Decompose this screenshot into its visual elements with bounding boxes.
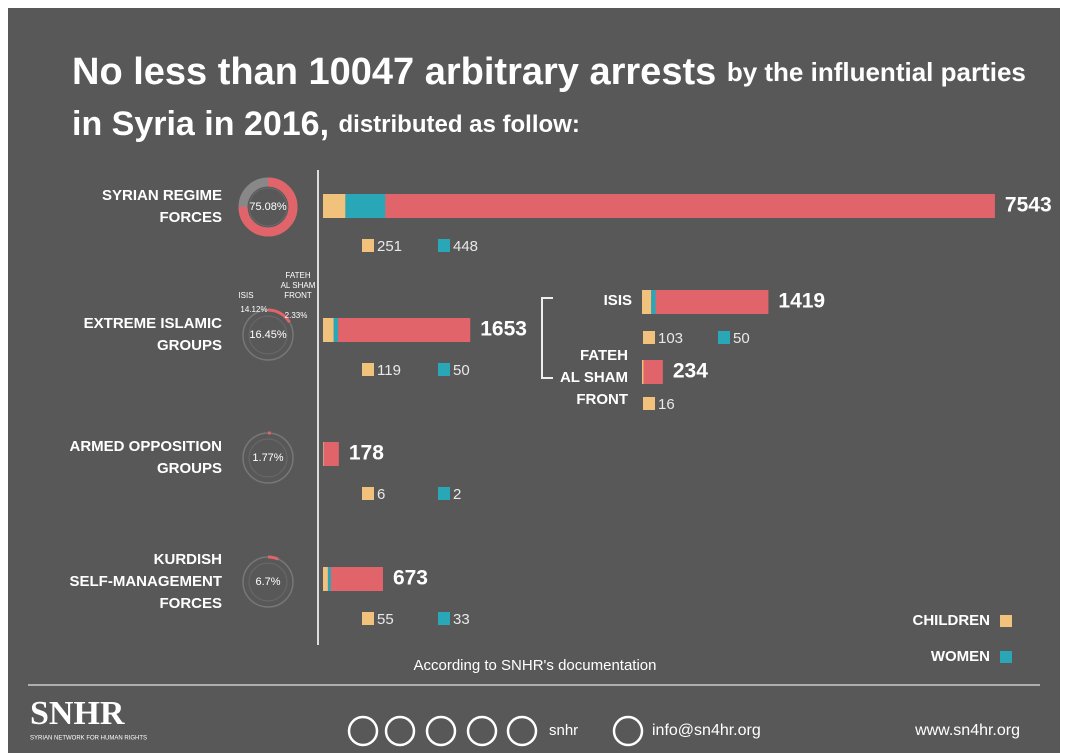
title-bold: in Syria in 2016, bbox=[72, 105, 329, 143]
children-swatch bbox=[643, 397, 655, 410]
bar-children bbox=[323, 442, 324, 466]
legend-swatch bbox=[1000, 651, 1012, 663]
women-swatch bbox=[718, 331, 730, 344]
legend-label: WOMEN bbox=[931, 648, 990, 665]
group-name: FORCES bbox=[159, 209, 222, 226]
children-swatch bbox=[362, 487, 374, 500]
donut-arc bbox=[241, 555, 295, 609]
total-label: 178 bbox=[349, 442, 384, 465]
women-label: 50 bbox=[453, 362, 470, 379]
women-swatch bbox=[438, 239, 450, 252]
total-label: 1653 bbox=[480, 318, 527, 341]
women-label: 448 bbox=[453, 238, 478, 255]
group-name: KURDISH bbox=[154, 551, 222, 568]
group-name: GROUPS bbox=[157, 337, 222, 354]
women-swatch bbox=[438, 363, 450, 376]
total-label: 1419 bbox=[778, 290, 825, 313]
bar-children bbox=[323, 194, 346, 218]
logo-sub: SYRIAN NETWORK FOR HUMAN RIGHTS bbox=[30, 736, 147, 742]
children-swatch bbox=[643, 331, 655, 344]
donut-inner bbox=[248, 438, 288, 478]
title-bold: No less than 10047 arbitrary arrests bbox=[72, 51, 716, 93]
children-label: 103 bbox=[658, 330, 683, 347]
donut-arc bbox=[241, 308, 295, 362]
subgroup-name: FATEH bbox=[580, 347, 628, 364]
sub-name: ISIS bbox=[238, 291, 253, 300]
subgroup-name: FRONT bbox=[576, 391, 628, 408]
sub-name: AL SHAM bbox=[281, 281, 316, 290]
children-label: 119 bbox=[377, 362, 401, 379]
logo: SNHR bbox=[30, 695, 125, 732]
group-name: EXTREME ISLAMIC bbox=[84, 315, 223, 332]
legend-label: CHILDREN bbox=[913, 612, 991, 629]
group-name: FORCES bbox=[159, 595, 222, 612]
email: info@sn4hr.org bbox=[652, 722, 761, 739]
group-name: ARMED OPPOSITION bbox=[69, 438, 222, 455]
bar-women bbox=[345, 194, 386, 218]
bar-total bbox=[323, 442, 339, 466]
donut-arc bbox=[241, 431, 295, 485]
bar-total bbox=[642, 360, 663, 384]
title-line2: in Syria in 2016, distributed as follow: bbox=[72, 105, 580, 143]
sub-share-label: 2.33% bbox=[285, 311, 308, 320]
bar-children bbox=[323, 318, 334, 342]
donut-label: 16.45% bbox=[249, 329, 287, 341]
children-label: 251 bbox=[377, 238, 402, 255]
social-icons bbox=[347, 715, 644, 747]
bar-total bbox=[642, 290, 769, 314]
children-swatch bbox=[362, 612, 374, 625]
donut-arc bbox=[238, 177, 298, 237]
source: According to SNHR's documentation bbox=[414, 657, 657, 674]
bar-women bbox=[651, 290, 656, 314]
subgroup-name: AL SHAM bbox=[560, 369, 628, 386]
women-label: 2 bbox=[453, 486, 461, 503]
group-name: SYRIAN REGIME bbox=[102, 187, 222, 204]
bar-children bbox=[323, 567, 328, 591]
total-label: 234 bbox=[673, 360, 708, 383]
total-label: 673 bbox=[393, 567, 428, 590]
donut-inner bbox=[248, 187, 288, 227]
sub-name: FRONT bbox=[284, 291, 312, 300]
title-rest: distributed as follow: bbox=[338, 111, 579, 138]
donut-label: 6.7% bbox=[255, 576, 280, 588]
donut-label: 1.77% bbox=[252, 452, 283, 464]
sub-share-label: 14.12% bbox=[240, 305, 267, 314]
bar-total bbox=[323, 194, 995, 218]
children-label: 55 bbox=[377, 611, 394, 628]
women-swatch bbox=[438, 612, 450, 625]
group-name: SELF-MANAGEMENT bbox=[70, 573, 223, 590]
bracket bbox=[541, 297, 553, 379]
group-name: GROUPS bbox=[157, 460, 222, 477]
legend-swatch bbox=[1000, 615, 1012, 627]
bar-women bbox=[327, 567, 331, 591]
total-label: 7543 bbox=[1005, 194, 1052, 217]
bar-children bbox=[642, 360, 644, 384]
children-label: 16 bbox=[658, 396, 675, 413]
bar-women bbox=[333, 318, 339, 342]
donut-inner bbox=[248, 315, 288, 355]
sub-name: FATEH bbox=[285, 271, 310, 280]
website: www.sn4hr.org bbox=[914, 722, 1020, 739]
handle: snhr bbox=[549, 722, 578, 739]
women-label: 33 bbox=[453, 611, 470, 628]
bar-children bbox=[642, 290, 652, 314]
donut-label: 75.08% bbox=[249, 201, 287, 213]
background bbox=[8, 8, 1060, 753]
title-rest: by the influential parties bbox=[727, 57, 1026, 87]
children-label: 6 bbox=[377, 486, 385, 503]
women-label: 50 bbox=[733, 330, 750, 347]
donut-inner bbox=[248, 562, 288, 602]
children-swatch bbox=[362, 239, 374, 252]
bar-total bbox=[323, 318, 471, 342]
children-swatch bbox=[362, 363, 374, 376]
subgroup-name: ISIS bbox=[604, 292, 632, 309]
title-line1: No less than 10047 arbitrary arrests by … bbox=[72, 51, 1026, 93]
women-swatch bbox=[438, 487, 450, 500]
bar-total bbox=[323, 567, 383, 591]
